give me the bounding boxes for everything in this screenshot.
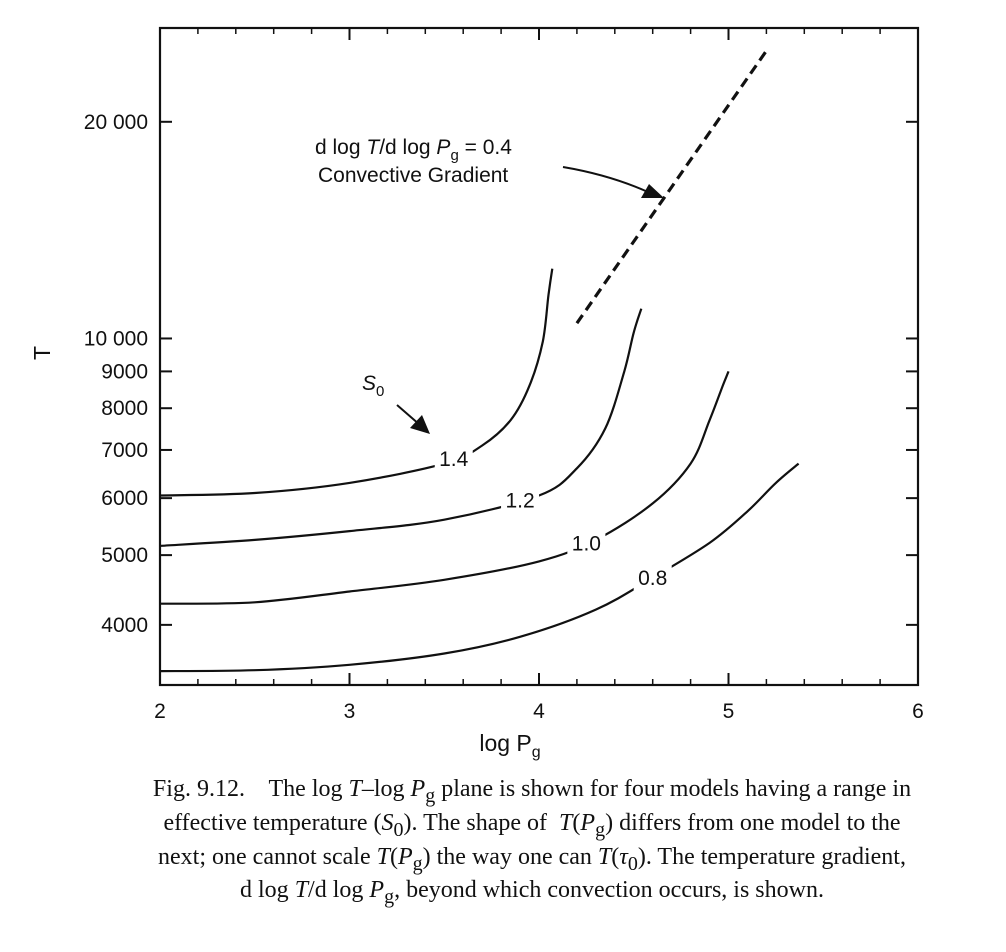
convective-annotation: d log T/d log Pg = 0.4 Convective Gradie… — [315, 136, 664, 198]
s0-label: S0 — [362, 372, 384, 400]
y-tick-label: 9000 — [101, 360, 148, 383]
series-line-s0-0-8 — [159, 462, 800, 673]
curve-label-0-8: 0.8 — [638, 567, 667, 590]
figure-caption: Fig. 9.12. The log T–log Pg plane is sho… — [82, 776, 982, 911]
y-tick-label: 6000 — [101, 487, 148, 510]
x-tick-label: 3 — [344, 700, 356, 723]
y-tick-label: 4000 — [101, 614, 148, 637]
convective-annotation-line2: Convective Gradient — [318, 164, 508, 187]
x-axis-ticks: 2 3 4 5 6 — [154, 28, 924, 723]
curve-label-bg — [567, 530, 606, 557]
convective-annotation-line1: d log T/d log Pg = 0.4 — [315, 136, 512, 164]
x-tick-label: 4 — [533, 700, 545, 723]
y-tick-label: 10 000 — [84, 327, 148, 350]
x-tick-label: 6 — [912, 700, 924, 723]
convective-annotation-arrowhead — [641, 184, 664, 198]
series-line-s0-1-4 — [159, 268, 554, 497]
caption-line-3: next; one cannot scale T(Pg) the way one… — [158, 843, 906, 875]
s0-arrowhead — [410, 415, 430, 434]
curve-label-1-4: 1.4 — [439, 448, 469, 471]
y-tick-label: 20 000 — [84, 111, 148, 134]
caption-line-2: effective temperature (S0). The shape of… — [163, 809, 901, 841]
x-tick-label: 2 — [154, 700, 166, 723]
x-axis-title-main: log P — [479, 730, 531, 756]
y-tick-label: 8000 — [101, 397, 148, 420]
y-axis-ticks: 4000 5000 6000 7000 8000 9000 10 000 20 000 — [84, 111, 918, 637]
chart: 2 3 4 5 6 4000 5000 6000 7000 8000 9000 10 000 20 0… — [29, 26, 924, 761]
s0-annotation: S0 — [362, 372, 430, 434]
convective-annotation-arrow — [562, 166, 649, 193]
y-tick-label: 5000 — [101, 544, 148, 567]
x-axis-title-sub: g — [532, 744, 541, 761]
series-line-s0-1-2 — [159, 308, 643, 547]
y-axis-title: T — [29, 346, 55, 360]
series-line-convective-gradient — [575, 49, 768, 325]
y-tick-label: 7000 — [101, 439, 148, 462]
curve-label-bg — [501, 487, 540, 514]
curve-label-bg — [633, 564, 672, 591]
x-tick-label: 5 — [723, 700, 735, 723]
caption-line-1: Fig. 9.12. The log T–log Pg plane is sho… — [152, 776, 912, 807]
x-axis-title: log Pg — [479, 730, 540, 761]
curve-label-1-2: 1.2 — [505, 489, 534, 512]
curve-label-bg — [434, 446, 473, 473]
curve-label-1-0: 1.0 — [572, 532, 601, 555]
caption-line-4: d log T/d log Pg, beyond which convectio… — [240, 877, 824, 909]
series-layer: 1.4 1.2 1.0 0.8 — [159, 49, 800, 673]
